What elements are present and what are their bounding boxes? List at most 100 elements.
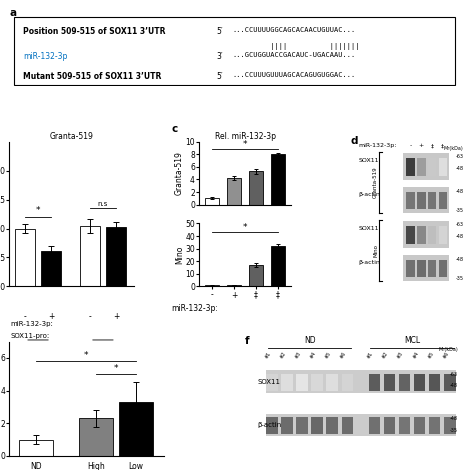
Bar [384,374,395,391]
Text: -: - [24,313,27,321]
Text: ND: ND [304,336,315,345]
Bar [281,374,293,391]
Bar [205,285,219,286]
Bar [271,246,285,286]
Bar [438,260,447,277]
Text: 3′: 3′ [217,53,223,62]
Bar [265,370,456,393]
Text: -48: -48 [450,416,458,421]
Text: High: High [87,462,105,470]
Bar [414,417,425,434]
Text: -: - [409,143,411,148]
Bar [417,158,426,176]
Bar [417,226,426,243]
Text: miR-132-3p:: miR-132-3p: [358,143,397,148]
Text: -63: -63 [456,222,464,227]
Text: ...CCUUUUGGCAGCACAACUGUUAC...: ...CCUUUUGGCAGCACAACUGUUAC... [232,27,356,33]
Bar [428,226,437,243]
Bar [327,374,338,391]
Title: Rel. miR-132-3p: Rel. miR-132-3p [215,132,275,141]
Text: 5′: 5′ [217,72,223,81]
Text: #1: #1 [264,351,272,360]
Bar [406,192,415,209]
Text: Low: Low [128,462,144,470]
Text: *: * [243,223,247,232]
Bar [106,227,126,286]
Text: #2: #2 [279,351,287,360]
Text: Granta-519: Granta-519 [373,166,378,198]
Text: -48: -48 [456,257,464,262]
Text: β-actin: β-actin [257,422,282,428]
Text: SOX11: SOX11 [358,227,379,231]
Title: Granta-519: Granta-519 [50,132,94,141]
Bar [429,374,440,391]
Bar [266,417,278,434]
Text: WT: WT [32,347,44,356]
Bar [281,417,293,434]
Text: #5: #5 [427,351,435,360]
Bar [403,153,449,180]
Bar [403,221,449,248]
Text: mutant: mutant [89,347,117,356]
Bar [406,158,415,176]
Text: Mr(kDa): Mr(kDa) [438,347,458,352]
Bar [80,226,100,286]
Bar [438,158,447,176]
Text: -48: -48 [456,188,464,194]
Bar [266,374,278,391]
Text: Mutant 509-515 of SOX11 3’UTR: Mutant 509-515 of SOX11 3’UTR [23,72,162,81]
Text: #1: #1 [366,351,374,360]
Bar [265,414,456,437]
Text: Position 509-515 of SOX11 3’UTR: Position 509-515 of SOX11 3’UTR [23,27,165,36]
Text: +: + [48,313,54,321]
Text: #4: #4 [412,351,419,360]
Text: #6: #6 [442,351,450,360]
Bar [271,154,285,204]
Text: -35: -35 [450,428,458,433]
Text: a: a [9,8,17,18]
Bar [342,417,353,434]
Bar [227,178,241,204]
Bar [417,192,426,209]
Bar [249,171,263,204]
Text: c: c [172,124,178,134]
Text: ...GCUGGUACCGACAUC-UGACAAU...: ...GCUGGUACCGACAUC-UGACAAU... [232,53,356,58]
Text: *: * [243,140,247,149]
Bar [384,417,395,434]
Bar [205,198,219,204]
Text: +: + [113,313,119,321]
Text: ND: ND [30,462,41,470]
Text: β-actin: β-actin [358,260,380,266]
Text: MCL: MCL [404,336,420,345]
Text: -48: -48 [456,235,464,240]
Text: 5′: 5′ [217,27,223,36]
Text: #5: #5 [324,351,332,360]
Text: ‡: ‡ [441,143,445,148]
Bar [403,255,449,281]
Text: Mr(kDa): Mr(kDa) [444,146,464,151]
Text: -35: -35 [456,208,464,213]
Bar [406,226,415,243]
Text: n.s: n.s [98,201,108,206]
Bar [399,417,410,434]
Bar [369,417,380,434]
Bar [429,417,440,434]
Text: -: - [89,313,91,321]
Text: #6: #6 [339,351,347,360]
Bar [428,260,437,277]
Text: -63: -63 [456,155,464,159]
Bar [406,260,415,277]
Text: f: f [245,336,249,346]
Bar [41,251,61,286]
Bar [403,188,449,213]
Bar [296,417,308,434]
Text: +: + [419,143,424,148]
Bar [327,417,338,434]
Bar [417,260,426,277]
Text: β-actin: β-actin [358,192,380,197]
Text: *: * [114,364,118,373]
Text: SOX11: SOX11 [257,379,280,384]
Bar [18,439,53,456]
Bar [15,228,35,286]
Text: SOX11: SOX11 [358,158,379,164]
